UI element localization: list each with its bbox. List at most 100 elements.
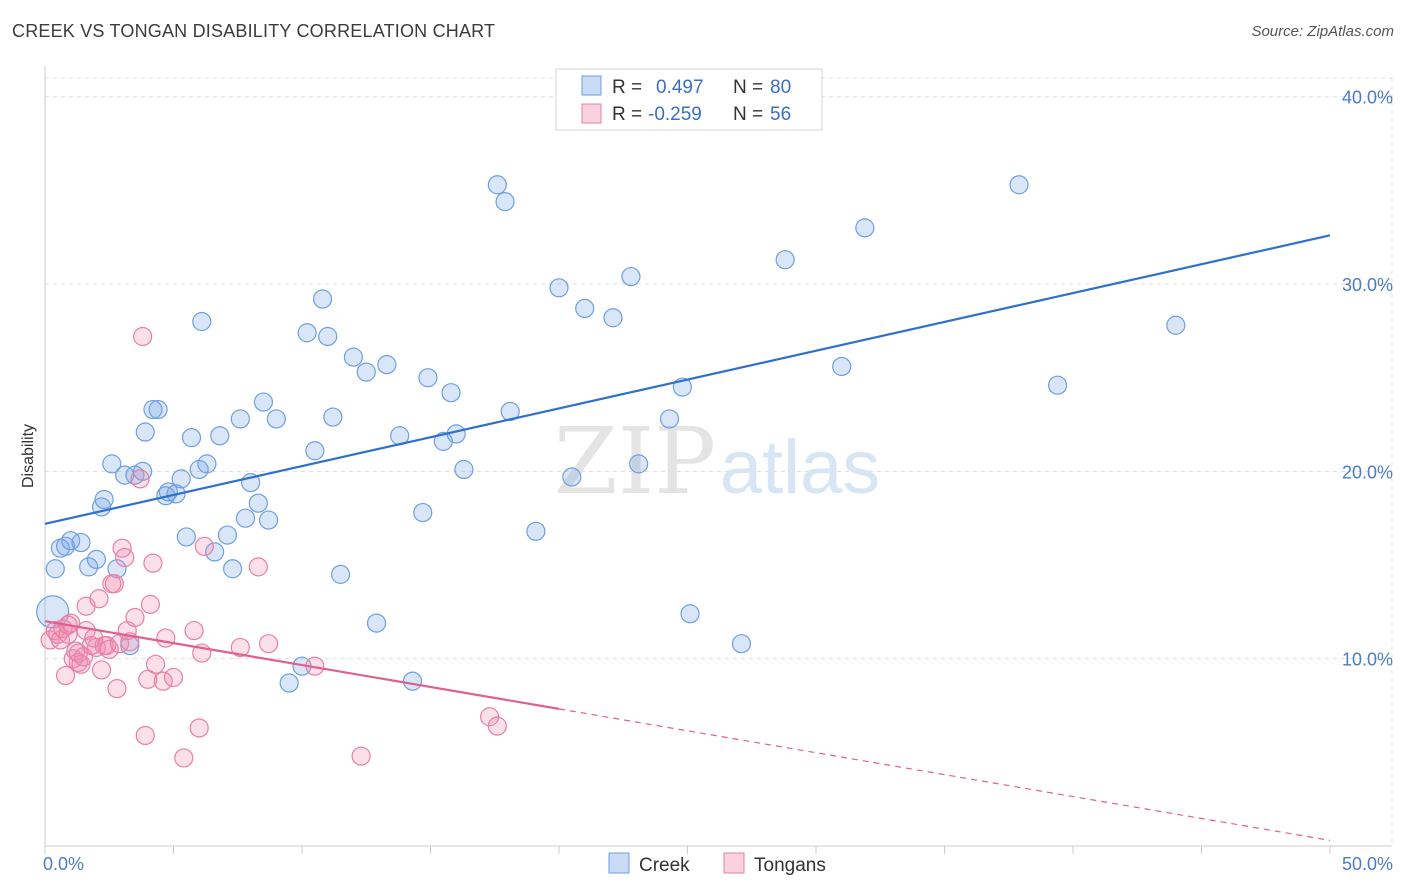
creek-point-18: [148, 399, 168, 420]
tongans-point-34: [143, 553, 163, 573]
creek-point-15: [133, 461, 153, 481]
creek-point-58: [454, 459, 474, 480]
tongans-point-5: [55, 665, 76, 686]
tongans-point-43: [194, 536, 214, 556]
creek-point-32: [230, 409, 250, 429]
creek-point-74: [832, 356, 852, 377]
creek-point-7: [86, 549, 107, 570]
creek-trend-line: [44, 234, 1331, 525]
tongans-r-label: R =: [612, 104, 642, 125]
creek-point-56: [441, 383, 461, 403]
tongans-n-label: N =: [733, 104, 763, 125]
creek-point-24: [181, 428, 202, 448]
stats-legend-swatch-creek: [581, 75, 602, 96]
creek-points: [36, 175, 1186, 693]
creek-point-35: [248, 493, 268, 513]
creek-point-41: [297, 323, 317, 343]
creek-point-12: [115, 465, 135, 485]
creek-point-72: [731, 634, 752, 654]
creek-point-17: [143, 399, 163, 420]
creek-point-9: [94, 489, 114, 510]
tongans-point-55: [138, 669, 158, 689]
tongans-point-36: [153, 671, 173, 691]
series-legend-label-tongans: Tongans: [754, 855, 826, 876]
creek-point-53: [413, 502, 433, 523]
creek-r-label: R =: [612, 77, 642, 98]
creek-point-59: [487, 175, 507, 195]
creek-point-37: [258, 510, 279, 530]
tongans-point-40: [184, 620, 204, 641]
creek-point-71: [680, 604, 700, 624]
creek-point-62: [526, 521, 546, 541]
y-tick-label-3: 40.0%: [1342, 88, 1393, 108]
tongans-point-45: [248, 557, 268, 577]
tick-labels: 10.0% 20.0% 30.0% 40.0% 0.0% 50.0%: [43, 88, 1393, 874]
x-tick-label-1: 50.0%: [1342, 854, 1393, 874]
creek-n-label: N =: [733, 77, 763, 98]
tongans-trend-extension: [558, 708, 1331, 841]
y-tick-label-0: 10.0%: [1342, 650, 1393, 670]
creek-point-45: [323, 407, 343, 427]
tongans-point-33: [140, 594, 160, 614]
creek-point-76: [1009, 175, 1029, 195]
series-legend-swatch-tongans: [723, 852, 745, 874]
tongans-point-51: [115, 547, 135, 568]
creek-point-5: [71, 532, 91, 553]
tongans-n-value: 56: [770, 104, 791, 125]
series-legend-label-creek: Creek: [639, 855, 690, 876]
creek-point-60: [495, 192, 515, 212]
creek-point-63: [549, 278, 569, 298]
creek-point-78: [1166, 315, 1186, 335]
tongans-trend-line: [44, 620, 560, 710]
y-tick-label-1: 20.0%: [1342, 462, 1393, 482]
trend-lines: [44, 234, 1331, 841]
creek-point-50: [377, 354, 397, 375]
creek-point-43: [312, 289, 333, 309]
tongans-point-11: [71, 654, 91, 674]
creek-point-67: [621, 266, 641, 287]
stats-legend-box: [555, 68, 823, 131]
x-tick-label-0: 0.0%: [43, 854, 84, 874]
tongans-point-12: [73, 647, 94, 667]
creek-point-31: [223, 559, 243, 579]
y-axis-label: Disability: [20, 424, 37, 488]
creek-point-6: [79, 557, 99, 577]
creek-r-value: 0.497: [656, 77, 704, 98]
tongans-point-44: [230, 637, 250, 658]
tongans-point-29: [125, 607, 145, 628]
tongan-points: [40, 326, 507, 768]
tongans-point-18: [89, 589, 109, 609]
stats-legend: R = 0.497 N = 80 R = -0.259 N = 56: [555, 68, 823, 131]
tongans-point-46: [258, 634, 279, 654]
tongans-point-22: [99, 639, 119, 659]
creek-point-39: [279, 673, 299, 693]
creek-point-22: [171, 469, 191, 489]
creek-point-16: [135, 422, 155, 442]
tongans-point-30: [130, 469, 150, 489]
source-note: Source: ZipAtlas.com: [1251, 23, 1394, 40]
chart-title: CREEK VS TONGAN DISABILITY CORRELATION C…: [12, 21, 496, 41]
tongans-point-50: [487, 716, 507, 736]
creek-point-77: [1047, 375, 1068, 395]
creek-point-29: [210, 426, 230, 446]
tongans-r-value: -0.259: [648, 104, 702, 125]
watermark-zip: ZIP: [554, 408, 716, 515]
creek-point-10: [102, 454, 122, 474]
creek-point-33: [235, 508, 256, 528]
creek-point-64: [562, 467, 582, 487]
creek-point-11: [107, 559, 127, 579]
tongans-point-31: [133, 326, 153, 347]
creek-point-54: [418, 368, 438, 388]
tongans-point-53: [102, 574, 122, 594]
creek-point-30: [217, 525, 238, 545]
tongans-point-19: [91, 660, 112, 680]
tongans-point-39: [174, 748, 194, 768]
creek-point-36: [253, 392, 274, 412]
creek-point-44: [318, 326, 338, 347]
tongans-point-37: [156, 628, 176, 648]
tongans-point-35: [145, 654, 166, 674]
tongans-point-52: [68, 643, 89, 663]
creek-point-69: [659, 409, 680, 429]
watermark-atlas: atlas: [720, 425, 881, 510]
